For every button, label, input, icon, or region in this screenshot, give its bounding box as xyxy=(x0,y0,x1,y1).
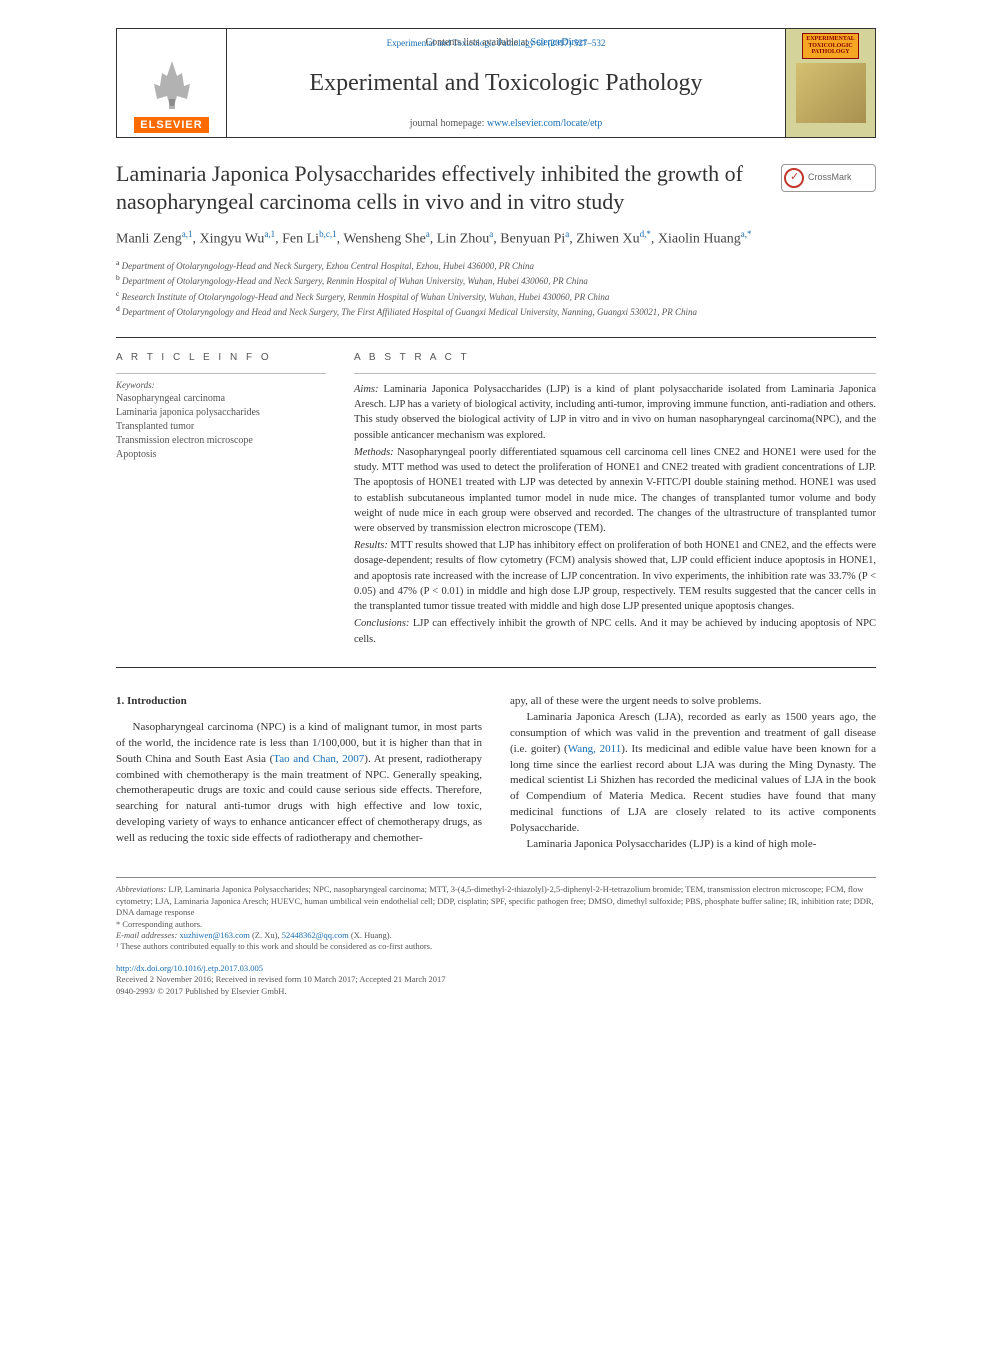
elsevier-wordmark: ELSEVIER xyxy=(134,117,208,133)
intro-p4: Laminaria Japonica Polysaccharides (LJP)… xyxy=(510,837,876,853)
publisher-logo-box: ELSEVIER xyxy=(117,29,227,137)
keywords-label: Keywords: xyxy=(116,373,326,390)
divider xyxy=(116,667,876,668)
email1-who: (Z. Xu), xyxy=(250,930,282,940)
affiliation-item: a Department of Otolaryngology-Head and … xyxy=(116,258,876,273)
keywords-list: Nasopharyngeal carcinomaLaminaria japoni… xyxy=(116,392,326,462)
article-title: Laminaria Japonica Polysaccharides effec… xyxy=(116,160,876,215)
cover-image xyxy=(796,63,866,123)
keyword-item: Apoptosis xyxy=(116,448,326,462)
contents-line: Contents lists available at ScienceDirec… xyxy=(425,37,586,48)
article-info-head: A R T I C L E I N F O xyxy=(116,352,326,363)
cover-badge-line2: TOXICOLOGIC xyxy=(806,43,855,50)
homepage-prefix: journal homepage: xyxy=(410,118,487,129)
author-list: Manli Zenga,1, Xingyu Wua,1, Fen Lib,c,1… xyxy=(116,229,876,248)
doi-link[interactable]: http://dx.doi.org/10.1016/j.etp.2017.03.… xyxy=(116,963,263,973)
citation-tao[interactable]: Tao and Chan, 2007 xyxy=(273,753,364,765)
keyword-item: Laminaria japonica polysaccharides xyxy=(116,406,326,420)
abbreviations: Abbreviations: LJP, Laminaria Japonica P… xyxy=(116,884,876,918)
email-label: E-mail addresses: xyxy=(116,930,179,940)
abstract-methods: Methods: Nasopharyngeal poorly different… xyxy=(354,445,876,536)
keyword-item: Transplanted tumor xyxy=(116,420,326,434)
equal-contribution-note: ¹ These authors contributed equally to t… xyxy=(116,941,876,952)
article-title-text: Laminaria Japonica Polysaccharides effec… xyxy=(116,161,743,214)
homepage-link[interactable]: www.elsevier.com/locate/etp xyxy=(487,118,602,129)
section-heading-intro: 1. Introduction xyxy=(116,694,482,710)
footnotes: Abbreviations: LJP, Laminaria Japonica P… xyxy=(116,877,876,953)
body-col-left: 1. Introduction Nasopharyngeal carcinoma… xyxy=(116,694,482,853)
intro-p3: Laminaria Japonica Aresch (LJA), recorde… xyxy=(510,710,876,838)
journal-header: ELSEVIER Contents lists available at Sci… xyxy=(116,28,876,138)
crossmark-icon xyxy=(784,168,804,188)
intro-p3-b: ). Its medicinal and edible value have b… xyxy=(510,743,876,835)
article-info-column: A R T I C L E I N F O Keywords: Nasophar… xyxy=(116,338,326,649)
journal-title: Experimental and Toxicologic Pathology xyxy=(309,70,702,97)
article-footer: http://dx.doi.org/10.1016/j.etp.2017.03.… xyxy=(116,963,876,997)
keyword-item: Nasopharyngeal carcinoma xyxy=(116,392,326,406)
cover-badge-line1: EXPERIMENTAL xyxy=(806,36,855,43)
corresponding-note: * Corresponding authors. xyxy=(116,919,876,930)
abstract-aims: Aims: Laminaria Japonica Polysaccharides… xyxy=(354,382,876,443)
email-2[interactable]: 52448362@qq.com xyxy=(282,930,349,940)
header-center: Contents lists available at ScienceDirec… xyxy=(227,29,785,137)
received-dates: Received 2 November 2016; Received in re… xyxy=(116,974,876,985)
cover-badge: EXPERIMENTAL TOXICOLOGIC PATHOLOGY xyxy=(802,33,859,59)
body-two-column: 1. Introduction Nasopharyngeal carcinoma… xyxy=(116,694,876,853)
affiliation-item: c Research Institute of Otolaryngology-H… xyxy=(116,289,876,304)
email-line: E-mail addresses: xuzhiwen@163.com (Z. X… xyxy=(116,930,876,941)
issn-copyright: 0940-2993/ © 2017 Published by Elsevier … xyxy=(116,986,876,997)
abstract-conclusions: Conclusions: LJP can effectively inhibit… xyxy=(354,616,876,646)
abbrev-text: LJP, Laminaria Japonica Polysaccharides;… xyxy=(116,884,874,917)
crossmark-label: CrossMark xyxy=(808,172,852,183)
cover-thumbnail: EXPERIMENTAL TOXICOLOGIC PATHOLOGY xyxy=(785,29,875,137)
affiliations: a Department of Otolaryngology-Head and … xyxy=(116,258,876,319)
abstract-results: Results: MTT results showed that LJP has… xyxy=(354,538,876,614)
keyword-item: Transmission electron microscope xyxy=(116,434,326,448)
elsevier-tree-icon xyxy=(142,51,202,111)
abstract-head: A B S T R A C T xyxy=(354,352,876,363)
affiliation-item: d Department of Otolaryngology and Head … xyxy=(116,304,876,319)
abstract-column: A B S T R A C T Aims: Laminaria Japonica… xyxy=(354,338,876,649)
email2-who: (X. Huang). xyxy=(349,930,392,940)
sciencedirect-link[interactable]: ScienceDirect xyxy=(530,37,586,48)
intro-p1-b: ). At present, radiotherapy combined wit… xyxy=(116,753,482,845)
citation-wang[interactable]: Wang, 2011 xyxy=(568,743,622,755)
intro-p2-continuation: apy, all of these were the urgent needs … xyxy=(510,694,876,710)
contents-prefix: Contents lists available at xyxy=(425,37,530,48)
crossmark-badge[interactable]: CrossMark xyxy=(781,164,876,192)
email-1[interactable]: xuzhiwen@163.com xyxy=(179,930,249,940)
abstract-body: Aims: Laminaria Japonica Polysaccharides… xyxy=(354,373,876,647)
affiliation-item: b Department of Otolaryngology-Head and … xyxy=(116,273,876,288)
intro-p1: Nasopharyngeal carcinoma (NPC) is a kind… xyxy=(116,720,482,848)
cover-badge-line3: PATHOLOGY xyxy=(806,49,855,56)
body-col-right: apy, all of these were the urgent needs … xyxy=(510,694,876,853)
abbrev-label: Abbreviations: xyxy=(116,884,166,894)
homepage-line: journal homepage: www.elsevier.com/locat… xyxy=(410,118,603,129)
